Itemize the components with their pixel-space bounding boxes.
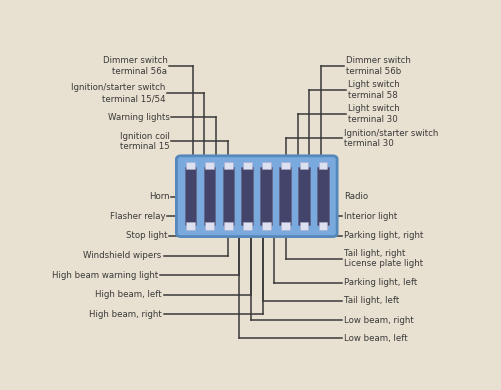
Text: Ignition coil
terminal 15: Ignition coil terminal 15 [120, 131, 169, 151]
Bar [241, 167, 253, 225]
Text: Light switch
terminal 58: Light switch terminal 58 [348, 80, 400, 100]
Text: Tail light, right
License plate light: Tail light, right License plate light [344, 249, 423, 268]
Bar [222, 167, 234, 225]
Bar [319, 162, 328, 169]
Bar [224, 162, 233, 169]
Text: Dimmer switch
terminal 56b: Dimmer switch terminal 56b [346, 57, 411, 76]
Text: Radio: Radio [344, 192, 368, 202]
Bar [203, 167, 215, 225]
Text: Parking light, left: Parking light, left [344, 278, 417, 287]
Text: High beam, left: High beam, left [95, 290, 162, 299]
Bar [186, 222, 195, 230]
Text: Low beam, left: Low beam, left [344, 333, 408, 342]
Text: Interior light: Interior light [344, 212, 397, 221]
FancyBboxPatch shape [176, 156, 337, 237]
Bar [186, 162, 195, 169]
Bar [300, 222, 309, 230]
Text: Warning lights: Warning lights [108, 113, 169, 122]
Bar [205, 222, 214, 230]
Bar [261, 167, 272, 225]
Text: Horn: Horn [149, 192, 169, 202]
Text: Low beam, right: Low beam, right [344, 316, 414, 324]
Bar [281, 222, 290, 230]
Bar [298, 167, 310, 225]
Bar [205, 162, 214, 169]
Bar [243, 222, 252, 230]
Bar [300, 162, 309, 169]
Text: Tail light, left: Tail light, left [344, 296, 399, 305]
Text: Ignition/starter switch
terminal 15/54: Ignition/starter switch terminal 15/54 [71, 83, 165, 103]
Text: High beam, right: High beam, right [89, 310, 162, 319]
Text: Light switch
terminal 30: Light switch terminal 30 [348, 105, 400, 124]
Text: Flasher relay: Flasher relay [110, 212, 165, 221]
Bar [281, 162, 290, 169]
Bar [279, 167, 291, 225]
Text: Windshield wipers: Windshield wipers [83, 251, 162, 260]
Bar [243, 162, 252, 169]
Text: High beam warning light: High beam warning light [52, 271, 158, 280]
Bar [185, 167, 196, 225]
Text: Ignition/starter switch
terminal 30: Ignition/starter switch terminal 30 [344, 129, 438, 148]
Text: Dimmer switch
terminal 56a: Dimmer switch terminal 56a [103, 57, 167, 76]
Bar [224, 222, 233, 230]
Bar [319, 222, 328, 230]
Bar [262, 162, 271, 169]
Bar [317, 167, 329, 225]
Text: Stop light: Stop light [126, 232, 167, 241]
Bar [262, 222, 271, 230]
Text: Parking light, right: Parking light, right [344, 232, 423, 241]
